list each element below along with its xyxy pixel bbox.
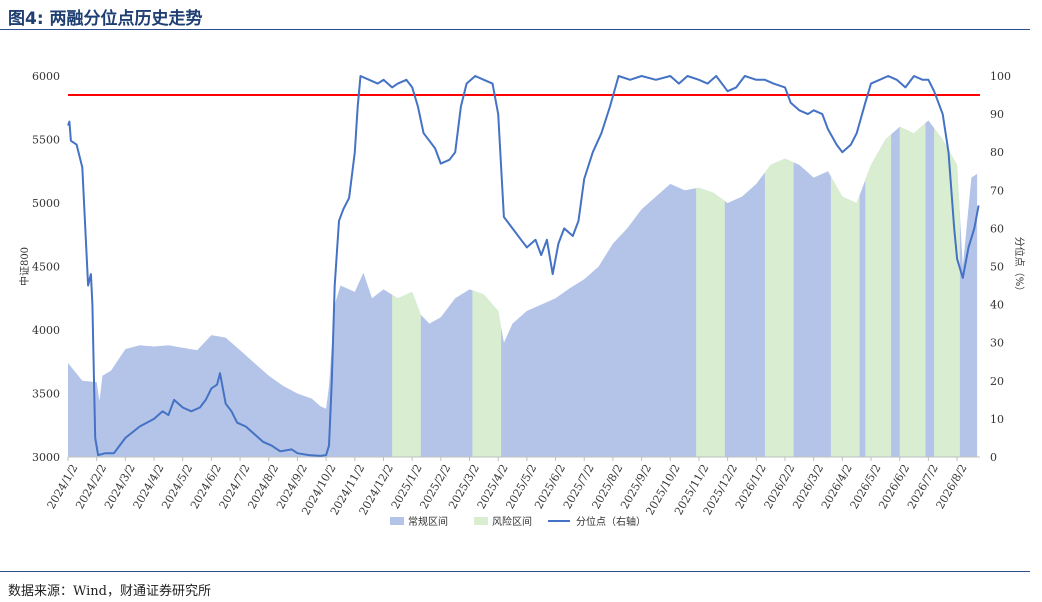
top-rule bbox=[0, 29, 1030, 30]
left-tick-5000: 5000 bbox=[32, 197, 60, 210]
figure-source: 数据来源：Wind，财通证券研究所 bbox=[8, 584, 211, 599]
normal-interval-area bbox=[68, 120, 978, 458]
bottom-rule bbox=[0, 571, 1030, 572]
right-tick-100: 100 bbox=[990, 70, 1011, 83]
risk-interval-3 bbox=[764, 120, 794, 457]
right-tick-70: 70 bbox=[990, 184, 1004, 197]
risk-interval-4 bbox=[830, 120, 860, 457]
right-tick-90: 90 bbox=[990, 108, 1004, 121]
left-tick-6000: 6000 bbox=[32, 70, 60, 83]
risk-interval-2 bbox=[696, 120, 725, 457]
right-tick-0: 0 bbox=[990, 451, 997, 464]
right-tick-20: 20 bbox=[990, 375, 1004, 388]
figure-title: 图4: 两融分位点历史走势 bbox=[8, 9, 203, 29]
legend-normal-swatch bbox=[390, 517, 404, 525]
right-tick-60: 60 bbox=[990, 222, 1004, 235]
legend-percentile-label: 分位点（右轴） bbox=[576, 515, 646, 528]
right-tick-80: 80 bbox=[990, 146, 1004, 159]
right-tick-50: 50 bbox=[990, 261, 1004, 274]
percentile-line bbox=[67, 75, 980, 457]
risk-interval-0 bbox=[392, 120, 421, 457]
left-tick-3500: 3500 bbox=[32, 388, 60, 401]
left-tick-4500: 4500 bbox=[32, 261, 60, 274]
risk-interval-6 bbox=[899, 120, 926, 457]
risk-interval-1 bbox=[472, 120, 502, 457]
right-axis-label: 分位点（%） bbox=[1013, 237, 1026, 297]
left-axis-label: 中证800 bbox=[18, 247, 31, 286]
left-tick-4000: 4000 bbox=[32, 324, 60, 337]
left-tick-3000: 3000 bbox=[32, 451, 60, 464]
legend-risk-label: 风险区间 bbox=[492, 515, 532, 528]
risk-interval-7 bbox=[934, 120, 960, 457]
left-tick-5500: 5500 bbox=[32, 134, 60, 147]
right-tick-40: 40 bbox=[990, 299, 1004, 312]
right-tick-10: 10 bbox=[990, 413, 1004, 426]
percentile-chart: 3000 3500 4000 4500 5000 5500 6000 0 10 20 30 40 50 6… bbox=[18, 70, 1026, 528]
right-tick-30: 30 bbox=[990, 337, 1004, 350]
legend-normal-label: 常规区间 bbox=[408, 515, 448, 528]
legend-risk-swatch bbox=[474, 517, 488, 525]
risk-interval-5 bbox=[865, 120, 892, 457]
